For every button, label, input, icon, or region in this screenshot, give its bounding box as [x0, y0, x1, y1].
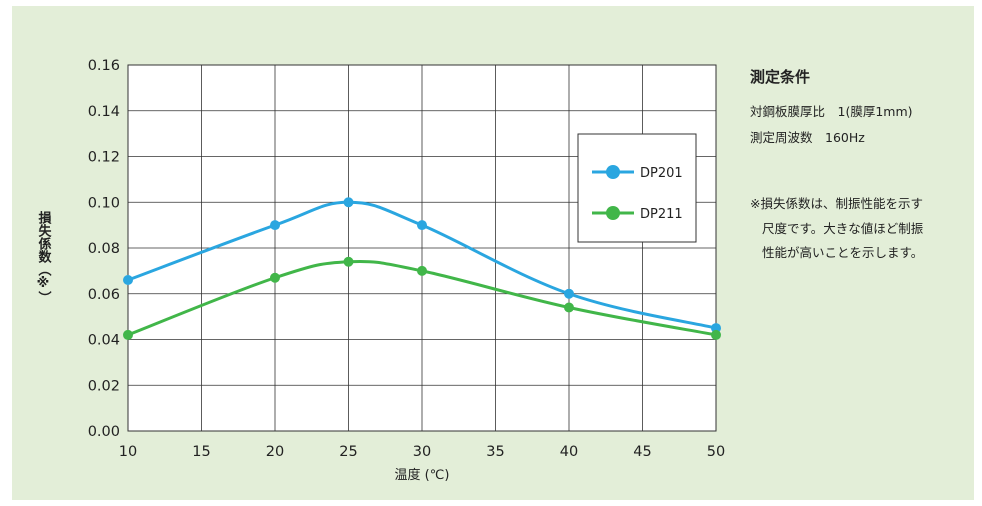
data-point-dp211 [270, 272, 280, 283]
y-tick-label: 0.06 [88, 287, 120, 303]
data-point-dp201 [417, 220, 427, 231]
loss-factor-chart: 10 15 20 25 30 35 40 45 50 0.00 0.02 0.04 0.06 0.08 0.… [36, 58, 726, 483]
x-tick-label: 25 [339, 444, 357, 460]
data-point-dp201 [343, 197, 354, 208]
data-point-dp201 [564, 288, 574, 299]
y-tick-label: 0.04 [88, 333, 120, 349]
x-tick-label: 20 [266, 444, 284, 460]
footnote-line: 性能が高いことを示します。 [762, 245, 924, 260]
y-tick-label: 0.02 [88, 378, 120, 394]
y-tick-label: 0.16 [88, 58, 120, 74]
y-tick-label: 0.00 [88, 424, 120, 440]
data-point-dp201 [270, 220, 280, 231]
y-tick-label: 0.08 [88, 241, 120, 257]
data-point-dp211 [564, 302, 574, 313]
x-tick-label: 30 [413, 444, 431, 460]
legend-label-dp211: DP211 [640, 207, 683, 222]
x-tick-label: 35 [486, 444, 504, 460]
x-axis-title: 温度 (℃) [395, 467, 450, 483]
series-line-dp211 [127, 259, 717, 337]
data-point-dp211 [417, 265, 427, 276]
legend-marker-dp211 [606, 206, 620, 220]
data-point-dp201 [123, 275, 133, 286]
legend-marker-dp201 [606, 165, 620, 179]
data-point-dp211 [711, 329, 721, 340]
data-point-dp211 [123, 329, 133, 340]
x-tick-label: 10 [119, 444, 137, 460]
y-tick-label: 0.10 [88, 195, 120, 211]
series-line-dp201 [127, 200, 717, 330]
plot-border [127, 64, 717, 432]
legend-label-dp201: DP201 [640, 166, 683, 181]
y-axis-title: 損失係数（※） [36, 210, 53, 304]
footnote-line: ※損失係数は、制振性能を示す [750, 196, 923, 211]
y-tick-label: 0.12 [88, 150, 120, 166]
x-tick-label: 15 [192, 444, 210, 460]
data-point-dp201 [711, 323, 721, 334]
condition-thickness-ratio: 対鋼板膜厚比 1(膜厚1mm) [750, 104, 913, 119]
footnote: ※損失係数は、制振性能を示す 尺度です。大きな値ほど制振 性能が高いことを示しま… [750, 192, 970, 266]
condition-frequency: 測定周波数 160Hz [750, 130, 865, 145]
chart-panel: 10 15 20 25 30 35 40 45 50 0.00 0.02 0.04 0.06 0.08 0.… [12, 6, 974, 500]
conditions-title: 測定条件 [750, 68, 811, 86]
legend-box [577, 133, 697, 243]
data-point-dp211 [343, 256, 354, 267]
x-tick-label: 40 [560, 444, 578, 460]
y-tick-label: 0.14 [88, 104, 120, 120]
x-tick-label: 45 [633, 444, 651, 460]
x-tick-label: 50 [707, 444, 725, 460]
footnote-line: 尺度です。大きな値ほど制振 [762, 220, 924, 236]
